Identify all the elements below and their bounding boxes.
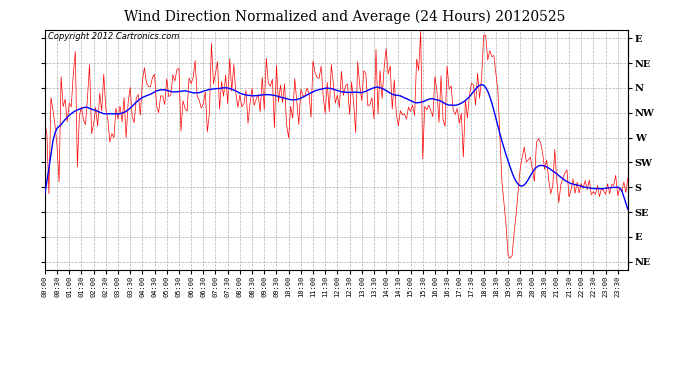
Text: Wind Direction Normalized and Average (24 Hours) 20120525: Wind Direction Normalized and Average (2… — [124, 9, 566, 24]
Text: Copyright 2012 Cartronics.com: Copyright 2012 Cartronics.com — [48, 32, 179, 41]
